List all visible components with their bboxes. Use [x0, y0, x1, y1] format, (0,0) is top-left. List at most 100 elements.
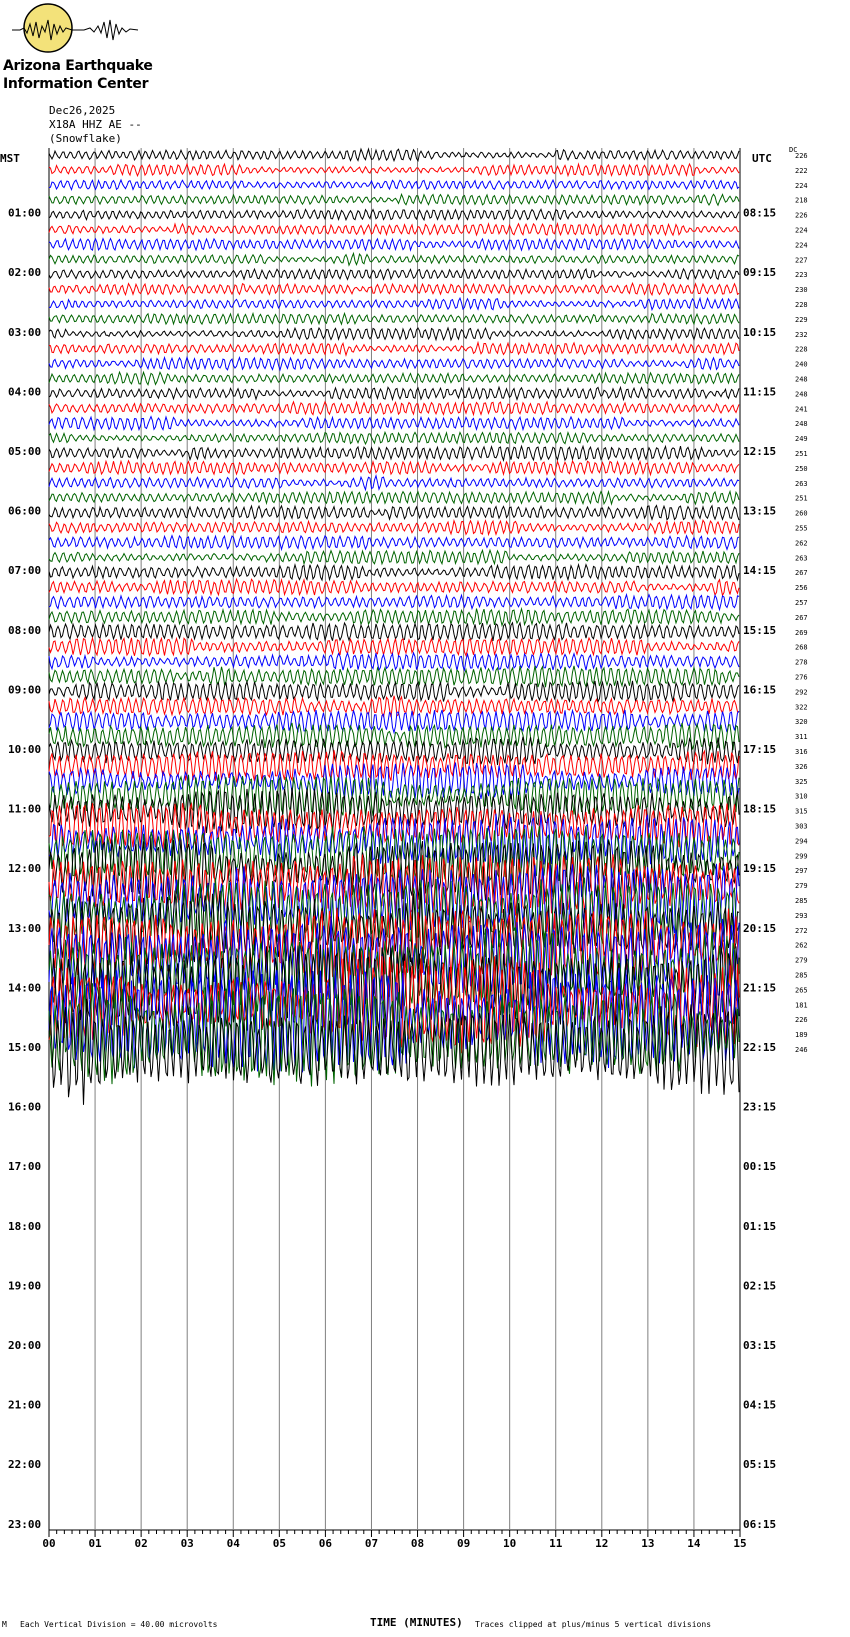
dc-offset-label: 293: [795, 912, 808, 920]
seismic-trace: [48, 208, 740, 222]
dc-offset-label: 292: [795, 688, 808, 696]
left-hour-label: 18:00: [8, 1220, 41, 1233]
seismic-trace: [48, 147, 740, 163]
dc-offset-label: 262: [795, 539, 808, 547]
station-label: X18A HHZ AE --: [49, 118, 142, 131]
clip-note: Traces clipped at plus/minus 5 vertical …: [475, 1620, 712, 1629]
x-tick-label: 01: [88, 1537, 102, 1550]
organization-name-line1: Arizona Earthquake: [3, 58, 153, 74]
left-hour-label: 19:00: [8, 1279, 41, 1292]
right-hour-label: 23:15: [743, 1101, 776, 1114]
seismic-trace: [48, 679, 740, 704]
right-hour-label: 03:15: [743, 1339, 776, 1352]
dc-offset-label: 278: [795, 659, 808, 667]
dc-offset-label: 226: [795, 212, 808, 220]
seismic-trace: [48, 415, 740, 432]
seismic-trace: [48, 736, 740, 765]
dc-offset-label: 260: [795, 510, 808, 518]
right-hour-label: 00:15: [743, 1160, 776, 1173]
x-tick-label: 09: [457, 1537, 470, 1550]
dc-offset-label: 181: [795, 1001, 808, 1009]
x-tick-label: 05: [273, 1537, 286, 1550]
seismic-trace: [48, 162, 740, 178]
right-hour-label: 05:15: [743, 1458, 776, 1471]
dc-offset-label: 262: [795, 942, 808, 950]
dc-offset-label: 230: [795, 286, 808, 294]
right-hour-label: 10:15: [743, 326, 776, 339]
dc-offset-label: 326: [795, 763, 808, 771]
seismic-trace: [48, 237, 740, 252]
dc-offset-label: 229: [795, 316, 808, 324]
seismic-trace: [48, 592, 740, 612]
seismic-trace: [48, 504, 740, 521]
date-label: Dec26,2025: [49, 104, 116, 117]
dc-offset-label: 248: [795, 376, 808, 384]
dc-offset-label: 272: [795, 927, 808, 935]
left-hour-label: 03:00: [8, 326, 41, 339]
dc-offset-label: 257: [795, 599, 808, 607]
seismic-trace: [48, 802, 740, 850]
seismic-trace: [48, 355, 740, 372]
dc-offset-label: 246: [795, 1046, 808, 1054]
seismic-trace: [48, 577, 740, 597]
left-hour-label: 02:00: [8, 266, 41, 279]
x-tick-label: 07: [365, 1537, 378, 1550]
left-hour-label: 12:00: [8, 862, 41, 875]
seismic-trace: [48, 548, 740, 566]
x-tick-label: 00: [42, 1537, 55, 1550]
dc-offset-label: 240: [795, 361, 808, 369]
seismic-trace: [48, 489, 740, 506]
dc-offset-label: 265: [795, 986, 808, 994]
left-hour-label: 15:00: [8, 1041, 41, 1054]
dc-offset-label: 311: [795, 733, 808, 741]
dc-offset-label: 303: [795, 823, 808, 831]
seismic-trace: [48, 774, 740, 817]
right-hour-label: 11:15: [743, 385, 776, 398]
dc-offset-label: 263: [795, 554, 808, 562]
seismic-trace: [48, 370, 740, 387]
left-hour-label: 06:00: [8, 505, 41, 518]
dc-offset-label: 310: [795, 793, 808, 801]
dc-offset-label: 189: [795, 1031, 808, 1039]
right-hour-label: 13:15: [743, 505, 776, 518]
dc-offset-label: 285: [795, 897, 808, 905]
dc-offset-label: 224: [795, 227, 808, 235]
seismic-trace: [48, 340, 740, 357]
right-hour-label: 02:15: [743, 1279, 776, 1292]
right-hour-label: 04:15: [743, 1399, 776, 1412]
left-hour-label: 04:00: [8, 385, 41, 398]
dc-offset-label: 255: [795, 525, 808, 533]
seismic-trace: [48, 385, 740, 402]
dc-offset-label: 267: [795, 569, 808, 577]
left-hour-label: 21:00: [8, 1399, 41, 1412]
dc-offset-label: 228: [795, 346, 808, 354]
seismic-trace: [48, 651, 740, 673]
seismic-trace: [48, 749, 740, 784]
seismic-trace: [48, 474, 740, 492]
seismic-trace: [48, 281, 740, 297]
dc-offset-label: 279: [795, 957, 808, 965]
right-hour-label: 22:15: [743, 1041, 776, 1054]
dc-offset-label: 226: [795, 152, 808, 160]
organization-name-line2: Information Center: [3, 76, 149, 92]
seismic-trace: [48, 459, 740, 477]
seismic-trace: [48, 326, 740, 342]
right-hour-label: 01:15: [743, 1220, 776, 1233]
x-tick-label: 15: [733, 1537, 746, 1550]
right-hour-label: 12:15: [743, 445, 776, 458]
dc-offset-label: 250: [795, 465, 808, 473]
x-tick-label: 10: [503, 1537, 516, 1550]
dc-offset-label: 294: [795, 837, 808, 845]
dc-offset-label: 232: [795, 331, 808, 339]
left-hour-label: 01:00: [8, 207, 41, 220]
dc-offset-label: 251: [795, 495, 808, 503]
seismic-trace: [48, 722, 740, 751]
dc-offset-label: 241: [795, 405, 808, 413]
seismic-trace: [48, 837, 740, 903]
seismic-trace: [48, 444, 740, 462]
right-hour-label: 16:15: [743, 683, 776, 696]
seismic-trace: [48, 981, 740, 1087]
x-tick-label: 11: [549, 1537, 563, 1550]
right-hour-label: 20:15: [743, 922, 776, 935]
dc-offset-label: 285: [795, 972, 808, 980]
